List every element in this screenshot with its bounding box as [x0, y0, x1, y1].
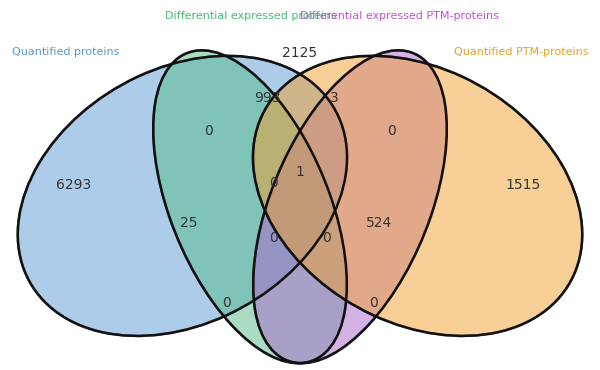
Text: 1515: 1515: [506, 178, 541, 192]
Text: 0: 0: [322, 231, 331, 245]
Text: 6293: 6293: [56, 178, 91, 192]
Text: 25: 25: [179, 216, 197, 230]
Text: 524: 524: [366, 216, 392, 230]
Text: 0: 0: [369, 296, 378, 310]
Text: Quantified proteins: Quantified proteins: [12, 47, 119, 57]
Text: 3: 3: [330, 91, 338, 105]
Ellipse shape: [18, 56, 347, 336]
Text: 993: 993: [254, 91, 281, 105]
Text: 2125: 2125: [283, 46, 317, 60]
Ellipse shape: [253, 56, 582, 336]
Ellipse shape: [253, 50, 447, 363]
Text: Differential expressed PTM-proteins: Differential expressed PTM-proteins: [300, 11, 499, 21]
Text: 0: 0: [205, 124, 213, 138]
Text: Quantified PTM-proteins: Quantified PTM-proteins: [454, 47, 588, 57]
Text: 0: 0: [269, 231, 278, 245]
Text: Differential expressed proteins: Differential expressed proteins: [165, 11, 337, 21]
Text: 1: 1: [296, 165, 304, 179]
Text: 0: 0: [269, 176, 278, 190]
Text: 0: 0: [387, 124, 395, 138]
Ellipse shape: [153, 50, 347, 363]
Text: 0: 0: [222, 296, 231, 310]
